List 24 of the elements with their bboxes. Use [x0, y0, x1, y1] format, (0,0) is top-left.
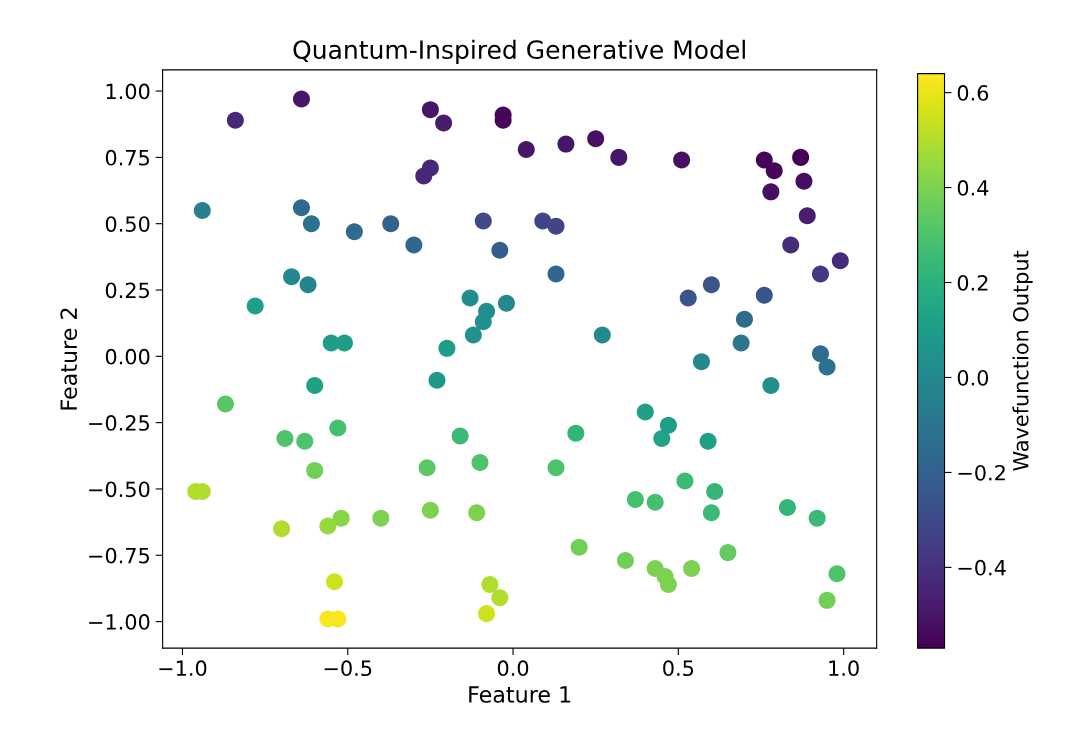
chart-title: Quantum-Inspired Generative Model [293, 39, 745, 64]
y-tick-label: −0.75 [89, 547, 149, 564]
x-axis-title: Feature 1 [469, 686, 571, 703]
x-tick-label: −1.0 [159, 660, 207, 677]
y-axis-title: Feature 2 [60, 308, 78, 410]
y-tick-label: 0.50 [105, 216, 150, 232]
color-bar-label: 0.0 [957, 369, 989, 386]
color-bar-label: 0.4 [957, 180, 989, 196]
y-tick-label: 1.00 [106, 83, 150, 100]
x-tick-label: 1.0 [829, 660, 859, 677]
color-bar-label: −0.2 [958, 464, 1005, 481]
y-tick-label: −0.25 [89, 415, 149, 431]
color-bar-label: 0.6 [957, 85, 989, 101]
x-tick-label: −0.5 [324, 660, 372, 677]
x-tick-label: 0.5 [663, 660, 694, 677]
color-bar-label: 0.2 [957, 274, 988, 291]
color-bar-label: −0.4 [958, 559, 1006, 576]
y-tick-label: 0.25 [105, 282, 149, 299]
y-tick-label: −0.50 [89, 481, 150, 498]
y-tick-label: 0.75 [105, 149, 149, 166]
y-tick-label: −1.00 [89, 614, 150, 630]
x-tick-label: 0.0 [497, 660, 529, 677]
y-tick-label: 0.00 [105, 348, 150, 365]
color-bar-title: Wavefunction Output [1012, 250, 1033, 471]
